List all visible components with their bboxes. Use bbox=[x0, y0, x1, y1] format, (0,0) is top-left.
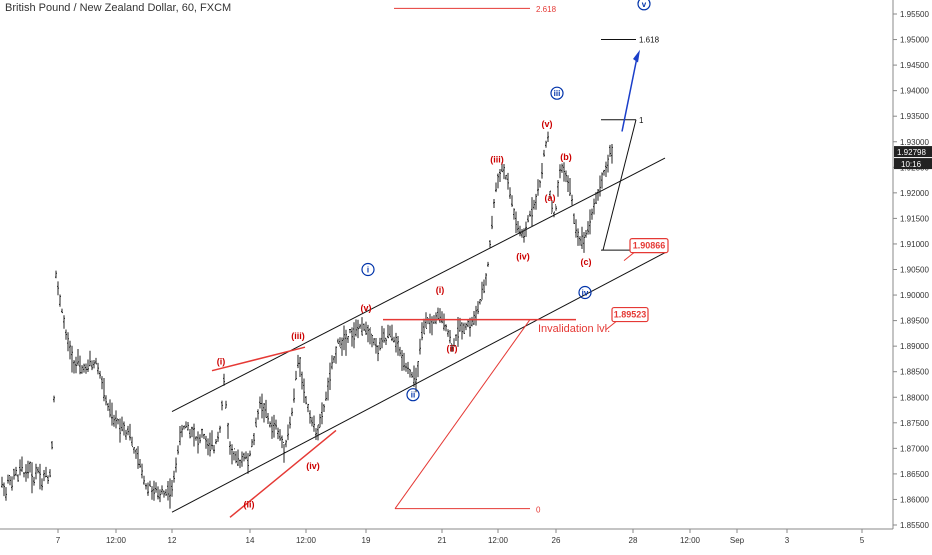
y-tick-label: 1.90500 bbox=[900, 266, 929, 275]
wave-label: (ii) bbox=[244, 500, 255, 510]
wave-label: i bbox=[367, 266, 369, 275]
countdown-value: 10:16 bbox=[901, 160, 922, 169]
y-tick-label: 1.95000 bbox=[900, 36, 929, 45]
fib-left-label: 2.618 bbox=[536, 5, 557, 14]
y-tick-label: 1.91500 bbox=[900, 214, 929, 223]
x-tick-label: 3 bbox=[785, 536, 790, 545]
wave-label: (v) bbox=[542, 119, 553, 129]
y-tick-label: 1.94000 bbox=[900, 87, 929, 96]
x-tick-label: 14 bbox=[246, 536, 255, 545]
red-trend-line bbox=[229, 429, 337, 518]
chart-title: British Pound / New Zealand Dollar, 60, … bbox=[5, 2, 232, 14]
wave-label: (b) bbox=[560, 152, 572, 162]
y-tick-label: 1.88000 bbox=[900, 393, 929, 402]
x-tick-label: 26 bbox=[552, 536, 561, 545]
callout-box bbox=[629, 237, 669, 254]
current-price-value: 1.92798 bbox=[897, 148, 926, 157]
callout-value: 1.89523 bbox=[614, 310, 647, 320]
x-tick-label: 12:00 bbox=[488, 536, 509, 545]
y-tick-label: 1.89500 bbox=[900, 317, 929, 326]
wave-label-circle bbox=[361, 262, 375, 277]
x-tick-label: 28 bbox=[629, 536, 638, 545]
x-tick-label: Sep bbox=[730, 536, 745, 545]
red-trend-line bbox=[211, 346, 306, 372]
wave-label: (v) bbox=[361, 303, 372, 313]
wave-label-circle bbox=[550, 86, 564, 100]
wave-label: (iv) bbox=[516, 252, 530, 262]
wave-label: iv bbox=[582, 288, 589, 297]
y-tick-label: 1.85500 bbox=[900, 521, 929, 530]
fib-right-label: 1 bbox=[639, 116, 644, 125]
x-tick-label: 12 bbox=[168, 536, 177, 545]
wave-label-circle bbox=[406, 388, 420, 402]
x-tick-label: 12:00 bbox=[106, 536, 127, 545]
countdown-tag bbox=[894, 158, 932, 170]
x-tick-label: 19 bbox=[362, 536, 371, 545]
fib-right-diagonal bbox=[602, 119, 637, 251]
x-tick-label: 12:00 bbox=[680, 536, 701, 545]
y-tick-label: 1.91000 bbox=[900, 240, 929, 249]
wave-label-circle bbox=[637, 0, 651, 11]
y-tick-label: 1.87000 bbox=[900, 444, 929, 453]
fib-left-diagonal bbox=[394, 319, 531, 509]
y-tick-label: 1.86000 bbox=[900, 495, 929, 504]
wave-label: (iv) bbox=[306, 461, 320, 471]
projection-arrow bbox=[621, 57, 638, 132]
fib-right-label: 1.618 bbox=[639, 36, 660, 45]
y-tick-label: 1.93000 bbox=[900, 138, 929, 147]
wave-label: (i) bbox=[436, 285, 445, 295]
wave-label: iii bbox=[554, 89, 561, 98]
y-tick-label: 1.93500 bbox=[900, 112, 929, 121]
x-tick-label: 5 bbox=[860, 536, 865, 545]
wave-label: (i) bbox=[217, 356, 226, 366]
wave-label: (a) bbox=[545, 193, 556, 203]
current-price-tag bbox=[894, 146, 932, 158]
invalidation-label: Invalidation lvl. bbox=[538, 323, 610, 335]
y-tick-label: 1.89000 bbox=[900, 342, 929, 351]
callout-box bbox=[611, 306, 649, 323]
wave-label: v bbox=[642, 0, 647, 9]
channel-lower-line bbox=[171, 252, 666, 513]
wave-label: (ii) bbox=[447, 344, 458, 354]
y-tick-label: 1.92000 bbox=[900, 189, 929, 198]
y-tick-label: 1.95500 bbox=[900, 10, 929, 19]
wave-label: (iii) bbox=[490, 155, 504, 165]
channel-upper-line bbox=[171, 157, 666, 413]
projection-arrow-head bbox=[633, 49, 640, 63]
wave-label: (c) bbox=[581, 257, 592, 267]
wave-label-circle bbox=[578, 285, 592, 300]
y-tick-label: 1.88500 bbox=[900, 368, 929, 377]
y-tick-label: 1.90000 bbox=[900, 291, 929, 300]
callout-value: 1.90866 bbox=[633, 241, 666, 251]
y-tick-label: 1.94500 bbox=[900, 61, 929, 70]
fib-left-label: 0 bbox=[536, 506, 541, 515]
callout-pointer bbox=[605, 321, 617, 330]
x-tick-label: 7 bbox=[56, 536, 61, 545]
y-tick-label: 1.87500 bbox=[900, 419, 929, 428]
y-tick-label: 1.86500 bbox=[900, 470, 929, 479]
wave-label: ii bbox=[411, 391, 415, 400]
callout-pointer bbox=[623, 252, 635, 261]
wave-label: (iii) bbox=[291, 331, 305, 341]
x-tick-label: 12:00 bbox=[296, 536, 317, 545]
x-tick-label: 21 bbox=[438, 536, 447, 545]
